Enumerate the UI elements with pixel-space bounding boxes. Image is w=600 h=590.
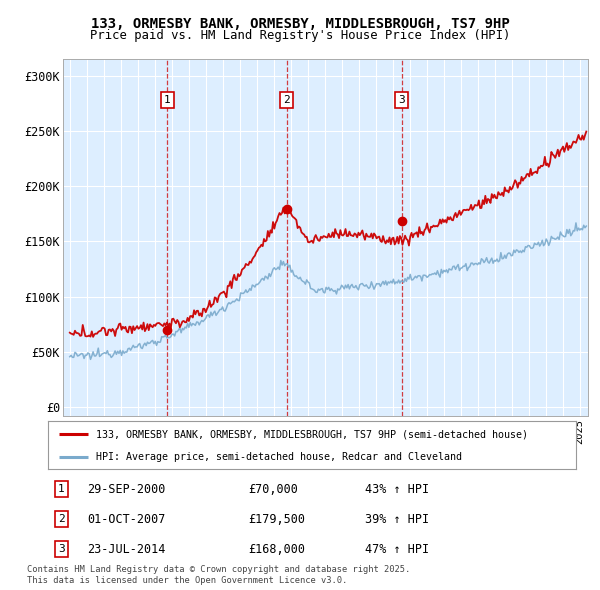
Text: 29-SEP-2000: 29-SEP-2000 [88, 483, 166, 496]
Text: 23-JUL-2014: 23-JUL-2014 [88, 543, 166, 556]
Text: £179,500: £179,500 [248, 513, 305, 526]
Text: £70,000: £70,000 [248, 483, 299, 496]
Text: 1: 1 [58, 484, 65, 494]
Text: 39% ↑ HPI: 39% ↑ HPI [365, 513, 429, 526]
Text: 1: 1 [164, 95, 171, 105]
Text: 3: 3 [398, 95, 406, 105]
Text: Contains HM Land Registry data © Crown copyright and database right 2025.
This d: Contains HM Land Registry data © Crown c… [27, 565, 410, 585]
Text: £168,000: £168,000 [248, 543, 305, 556]
Text: HPI: Average price, semi-detached house, Redcar and Cleveland: HPI: Average price, semi-detached house,… [95, 452, 461, 462]
Text: 133, ORMESBY BANK, ORMESBY, MIDDLESBROUGH, TS7 9HP (semi-detached house): 133, ORMESBY BANK, ORMESBY, MIDDLESBROUG… [95, 429, 527, 439]
Text: 3: 3 [58, 545, 65, 554]
Text: 47% ↑ HPI: 47% ↑ HPI [365, 543, 429, 556]
Text: 01-OCT-2007: 01-OCT-2007 [88, 513, 166, 526]
Text: 133, ORMESBY BANK, ORMESBY, MIDDLESBROUGH, TS7 9HP: 133, ORMESBY BANK, ORMESBY, MIDDLESBROUG… [91, 17, 509, 31]
Text: Price paid vs. HM Land Registry's House Price Index (HPI): Price paid vs. HM Land Registry's House … [90, 29, 510, 42]
Text: 43% ↑ HPI: 43% ↑ HPI [365, 483, 429, 496]
Text: 2: 2 [58, 514, 65, 524]
Text: 2: 2 [283, 95, 290, 105]
